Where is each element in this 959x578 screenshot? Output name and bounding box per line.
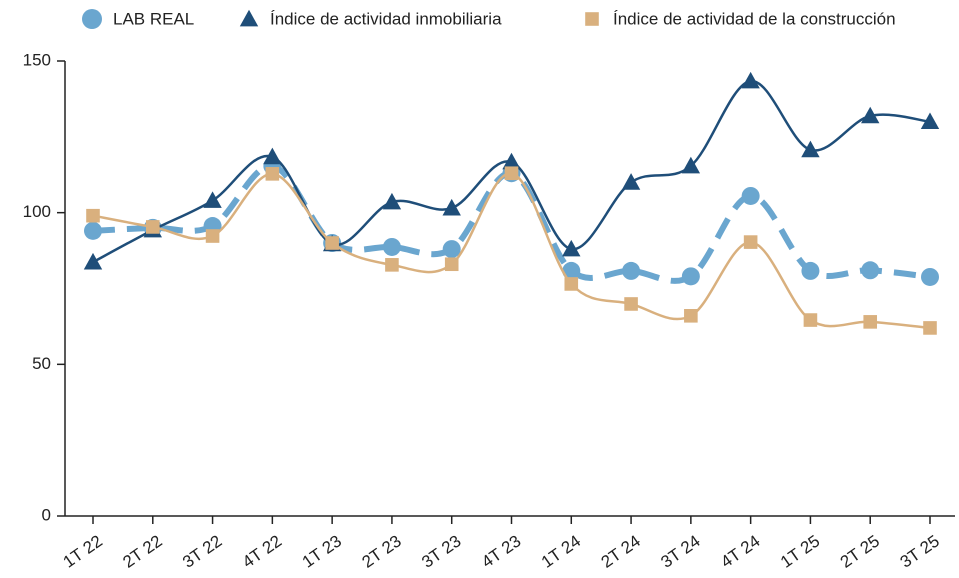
marker (743, 235, 758, 249)
marker (861, 261, 880, 280)
marker (502, 152, 521, 170)
marker (382, 237, 401, 256)
marker (382, 192, 402, 210)
marker (86, 208, 100, 223)
marker (83, 252, 103, 270)
marker (145, 220, 160, 234)
marker (923, 321, 937, 335)
marker (84, 221, 102, 240)
x-tick-label: 3T 24 (657, 531, 703, 571)
marker (265, 167, 280, 181)
marker (801, 261, 820, 280)
x-tick-label: 1T 23 (299, 531, 345, 571)
marker (562, 239, 581, 257)
marker (681, 267, 700, 286)
x-tick-label: 3T 23 (418, 531, 464, 571)
marker (741, 186, 760, 205)
marker (263, 147, 282, 165)
legend-item: Índice de actividad inmobiliaria (239, 9, 502, 28)
legend-label: Índice de actividad de la construcción (613, 9, 896, 28)
marker (325, 236, 339, 250)
marker (741, 71, 760, 89)
x-tick-label: 1T 22 (60, 531, 106, 571)
x-tick-label: 3T 25 (897, 531, 943, 571)
legend-label: LAB REAL (113, 9, 194, 28)
marker (803, 313, 818, 327)
marker (239, 9, 259, 27)
marker (562, 261, 581, 280)
marker (205, 229, 220, 243)
y-tick-label: 0 (42, 505, 51, 524)
marker (585, 12, 599, 26)
marker (203, 191, 222, 208)
marker (444, 257, 459, 272)
marker (863, 315, 878, 329)
marker (681, 156, 701, 174)
y-tick-label: 150 (23, 50, 51, 69)
marker (385, 258, 399, 272)
y-tick-label: 100 (23, 202, 51, 221)
x-tick-label: 2T 22 (119, 531, 165, 571)
y-tick-label: 50 (32, 354, 51, 373)
marker (861, 106, 880, 124)
legend-label: Índice de actividad inmobiliaria (270, 9, 502, 28)
marker (622, 261, 641, 280)
x-tick-label: 4T 24 (717, 531, 763, 571)
x-tick-label: 3T 22 (179, 531, 225, 571)
marker (801, 140, 820, 158)
marker (82, 9, 102, 29)
x-tick-label: 2T 25 (837, 531, 883, 571)
marker (621, 173, 641, 190)
marker (442, 240, 461, 259)
x-tick-label: 1T 24 (538, 531, 584, 571)
x-tick-label: 4T 22 (239, 531, 285, 571)
x-tick-label: 4T 23 (478, 531, 524, 571)
marker (442, 198, 461, 216)
legend-item: Índice de actividad de la construcción (585, 9, 896, 28)
x-tick-label: 1T 25 (777, 531, 823, 571)
marker (921, 267, 939, 286)
x-tick-label: 2T 24 (598, 531, 644, 571)
marker (920, 112, 940, 130)
marker (624, 297, 638, 311)
marker (684, 309, 698, 323)
marker (504, 166, 519, 181)
x-tick-label: 2T 23 (359, 531, 405, 571)
marker (564, 277, 579, 291)
legend-item: LAB REAL (82, 9, 194, 29)
